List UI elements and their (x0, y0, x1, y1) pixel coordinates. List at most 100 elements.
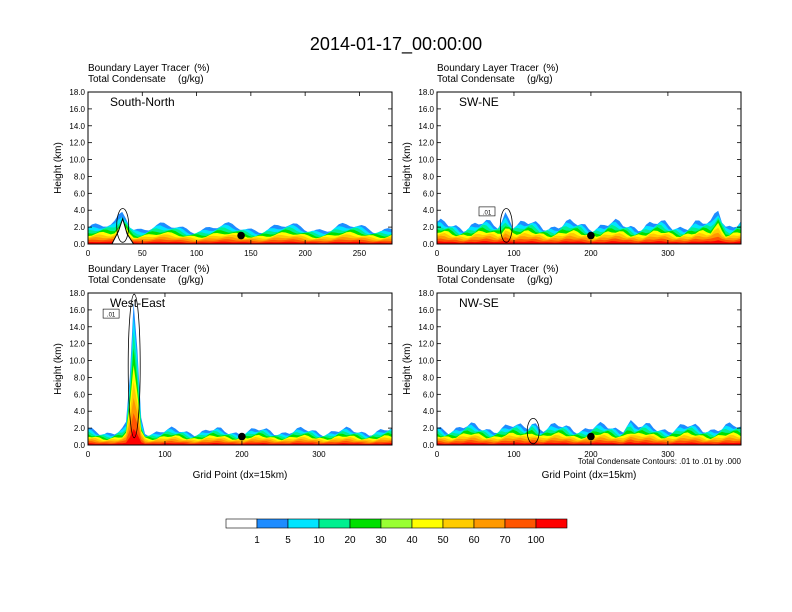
cross-section-marker (238, 432, 246, 441)
colorbar-swatch (473, 518, 506, 529)
colorbar-label: 10 (313, 535, 325, 546)
y-axis-label: Height (km) (53, 343, 64, 395)
tracer-band-4 (88, 348, 392, 445)
y-tick-label: 10.0 (418, 156, 434, 165)
subtitle-condensate: Total Condensate (437, 74, 515, 85)
subtitle-condensate: Total Condensate (437, 275, 515, 286)
y-tick-label: 16.0 (418, 306, 434, 315)
cross-section-marker (587, 432, 595, 441)
panel-top-right: .01 0.0 2.0 4.0 6.0 8.0 10.0 12.0 14.0 16.0 18.0 0 1… (402, 63, 742, 258)
subtitle-condensate-units: (g/kg) (527, 74, 553, 85)
x-tick-label: 200 (584, 249, 598, 258)
y-tick-label: 18.0 (418, 289, 434, 298)
condensate-contour (116, 208, 130, 243)
y-tick-label: 16.0 (69, 105, 85, 114)
y-tick-label: 2.0 (423, 424, 435, 433)
y-tick-label: 10.0 (69, 156, 85, 165)
x-tick-label: 100 (158, 450, 172, 459)
subtitle-condensate-units: (g/kg) (178, 275, 204, 286)
subtitle-tracer-units: (%) (194, 63, 210, 74)
tracer-band-3 (88, 331, 392, 445)
subtitle-condensate-units: (g/kg) (527, 275, 553, 286)
subtitle-tracer-units: (%) (194, 264, 210, 275)
colorbar-swatch (411, 518, 444, 529)
x-tick-label: 200 (584, 450, 598, 459)
plot-frame (87, 292, 393, 446)
x-tick-label: 200 (235, 450, 249, 459)
y-tick-label: 16.0 (418, 105, 434, 114)
y-tick-label: 18.0 (418, 88, 434, 97)
colorbar-swatch (442, 518, 475, 529)
x-tick-label: 100 (190, 249, 204, 258)
x-tick-label: 300 (312, 450, 326, 459)
y-tick-label: 4.0 (423, 407, 435, 416)
y-tick-label: 4.0 (423, 206, 435, 215)
contour-label-box (478, 206, 496, 217)
plot-area: .01 (437, 92, 741, 244)
x-axis-label: Grid Point (dx=15km) (193, 470, 288, 481)
y-tick-label: 12.0 (69, 139, 85, 148)
contour-label: .01 (107, 313, 116, 319)
y-tick-label: 0.0 (423, 240, 435, 249)
y-tick-label: 14.0 (418, 122, 434, 131)
y-tick-label: 18.0 (69, 88, 85, 97)
colorbar-swatch (256, 518, 289, 529)
y-tick-label: 6.0 (74, 189, 86, 198)
y-tick-label: 4.0 (74, 407, 86, 416)
x-tick-label: 50 (138, 249, 147, 258)
colorbar-label: 40 (406, 535, 418, 546)
cross-section-label: NW-SE (459, 296, 499, 310)
panel-top-left: 0.0 2.0 4.0 6.0 8.0 10.0 12.0 14.0 16.0 18.0 0 50 10… (53, 63, 393, 258)
y-tick-label: 0.0 (74, 441, 86, 450)
colorbar-swatch (349, 518, 382, 529)
y-tick-label: 12.0 (69, 340, 85, 349)
y-tick-label: 8.0 (74, 373, 86, 382)
y-tick-label: 8.0 (423, 373, 435, 382)
colorbar-swatch (318, 518, 351, 529)
plot-background (437, 293, 741, 445)
plot-frame (436, 91, 742, 245)
colorbar-label: 20 (344, 535, 356, 546)
y-tick-label: 2.0 (423, 223, 435, 232)
y-tick-label: 2.0 (74, 424, 86, 433)
colorbar-label: 50 (437, 535, 449, 546)
tracer-band-9 (437, 442, 741, 445)
plot-frame (436, 292, 742, 446)
contour-note: Total Condensate Contours: .01 to .01 by… (578, 457, 742, 466)
x-tick-label: 0 (435, 450, 440, 459)
colorbar-label: 5 (285, 535, 291, 546)
subtitle-tracer: Boundary Layer Tracer (88, 63, 190, 74)
y-tick-label: 8.0 (423, 172, 435, 181)
x-axis-label: Grid Point (dx=15km) (542, 470, 637, 481)
condensate-contour (499, 208, 513, 243)
tracer-band-9 (88, 428, 392, 445)
tracer-band-2 (88, 317, 392, 445)
x-tick-label: 0 (86, 450, 91, 459)
colorbar-swatch (535, 518, 568, 529)
subtitle-condensate: Total Condensate (88, 275, 166, 286)
contour-label: .01 (483, 210, 492, 216)
tracer-band-9 (88, 240, 392, 244)
plot-area: .01 (88, 293, 392, 445)
condensate-contour (526, 417, 540, 445)
y-tick-label: 4.0 (74, 206, 86, 215)
x-tick-label: 200 (298, 249, 312, 258)
y-tick-label: 14.0 (418, 323, 434, 332)
y-tick-label: 14.0 (69, 122, 85, 131)
colorbar-label: 1 (254, 535, 260, 546)
y-tick-label: 6.0 (423, 390, 435, 399)
y-axis-label: Height (km) (402, 142, 413, 194)
y-tick-label: 12.0 (418, 139, 434, 148)
colorbar-swatch (225, 518, 258, 529)
subtitle-tracer: Boundary Layer Tracer (437, 264, 539, 275)
cross-section-marker (587, 231, 595, 240)
cross-section-label: South-North (110, 95, 175, 109)
y-axis-label: Height (km) (402, 343, 413, 395)
subtitle-tracer-units: (%) (543, 63, 559, 74)
y-axis-label: Height (km) (53, 142, 64, 194)
y-tick-label: 10.0 (69, 357, 85, 366)
y-tick-label: 0.0 (423, 441, 435, 450)
x-tick-label: 100 (507, 450, 521, 459)
plot-area (88, 92, 392, 244)
plot-background (88, 92, 392, 244)
